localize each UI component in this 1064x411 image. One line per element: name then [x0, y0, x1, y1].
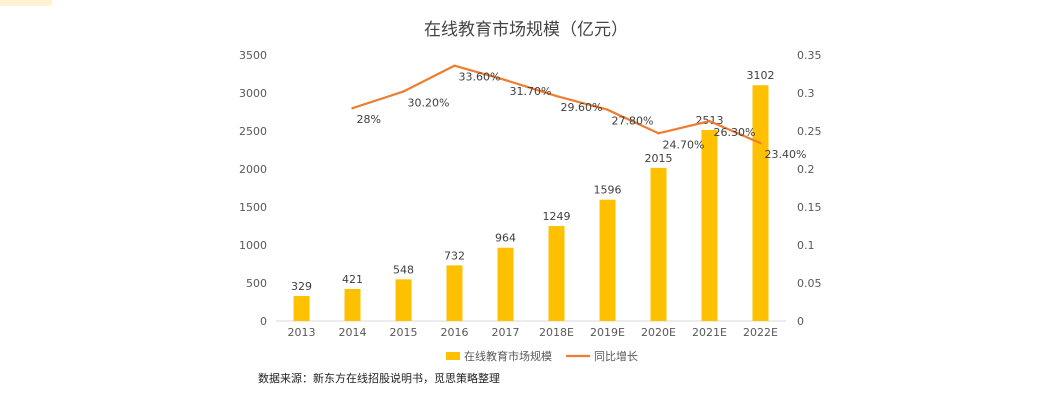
line-point [504, 78, 507, 82]
line-data-label: 26.30% [714, 126, 756, 139]
line-point [759, 141, 762, 145]
bar-data-label: 329 [291, 280, 312, 293]
y-left-tick-label: 1500 [239, 201, 267, 214]
line-data-label: 28% [357, 113, 381, 126]
y-left-tick-label: 2000 [239, 163, 267, 176]
y-right-tick-label: 0.05 [797, 277, 822, 290]
line-point [555, 94, 558, 98]
legend-bar-label: 在线教育市场规模 [464, 349, 552, 363]
bar-data-label: 548 [393, 263, 414, 276]
line-point [453, 64, 456, 67]
y-right-tick-label: 0 [797, 315, 804, 328]
bar [344, 289, 361, 321]
y-left-tick-label: 500 [246, 277, 267, 290]
line-point [402, 90, 405, 93]
line-data-label: 23.40% [765, 148, 807, 161]
line-data-label: 27.80% [612, 115, 654, 128]
x-tick-label: 2019E [590, 326, 625, 339]
x-tick-label: 2014 [339, 326, 367, 339]
bar [701, 130, 718, 321]
y-right-tick-label: 0.35 [797, 49, 822, 62]
x-tick-label: 2013 [288, 326, 316, 339]
line-point [708, 119, 711, 123]
bar-data-label: 1596 [594, 184, 622, 197]
x-tick-label: 2021E [692, 326, 727, 339]
bar-data-label: 3102 [747, 69, 775, 82]
legend-bar-swatch [446, 352, 460, 360]
bar [446, 265, 463, 321]
line-point [657, 132, 660, 135]
y-left-tick-label: 1000 [239, 239, 267, 252]
x-tick-label: 2018E [539, 326, 574, 339]
x-tick-label: 2022E [743, 326, 778, 339]
x-tick-label: 2015 [390, 326, 418, 339]
x-tick-label: 2020E [641, 326, 676, 339]
y-right-tick-label: 0.2 [797, 163, 815, 176]
bar-series: 32942154873296412491596201525133102 [291, 69, 775, 321]
line-point [351, 107, 354, 110]
x-tick-label: 2016 [441, 326, 469, 339]
line-data-label: 33.60% [459, 71, 501, 84]
y-right-tick-label: 0.15 [797, 201, 822, 214]
y-right-tick-label: 0.1 [797, 239, 815, 252]
line-series: 28% 30.20% 33.60% 31.70% 29.60% 27.80% 24.70% 2… [351, 64, 806, 161]
y-left-tick-label: 3000 [239, 87, 267, 100]
y-left-tick-label: 2500 [239, 125, 267, 138]
line-data-label: 29.60% [561, 101, 603, 114]
y-right-tick-label: 0.3 [797, 87, 815, 100]
y-left-tick-label: 0 [260, 315, 267, 328]
bar-data-label: 732 [444, 249, 465, 262]
bar-data-label: 2015 [645, 152, 673, 165]
bar [497, 247, 514, 321]
line-data-label: 31.70% [510, 85, 552, 98]
legend-line-label: 同比增长 [594, 349, 638, 363]
line-point [606, 108, 609, 111]
line-data-label: 24.70% [663, 138, 705, 151]
x-tick-label: 2017 [492, 326, 520, 339]
y-left-tick-label: 3500 [239, 49, 267, 62]
bar [650, 167, 667, 321]
bar [752, 85, 769, 321]
chart-title: 在线教育市场规模（亿元） [424, 20, 628, 40]
bar-data-label: 1249 [543, 210, 571, 223]
bar-data-label: 964 [495, 232, 516, 245]
source-note: 数据来源：新东方在线招股说明书，觅思策略整理 [258, 372, 500, 385]
axes: 0 500 1000 1500 2000 2500 3000 3500 0 0.05 0.1 0.15… [239, 49, 822, 339]
bar [293, 295, 310, 321]
corner-decoration [0, 0, 52, 6]
legend: 在线教育市场规模 同比增长 [446, 349, 638, 363]
line-data-label: 30.20% [408, 96, 450, 109]
bar [599, 199, 616, 321]
bar [395, 279, 412, 321]
bar [548, 226, 565, 321]
bar-data-label: 421 [342, 273, 363, 286]
y-right-tick-label: 0.25 [797, 125, 822, 138]
